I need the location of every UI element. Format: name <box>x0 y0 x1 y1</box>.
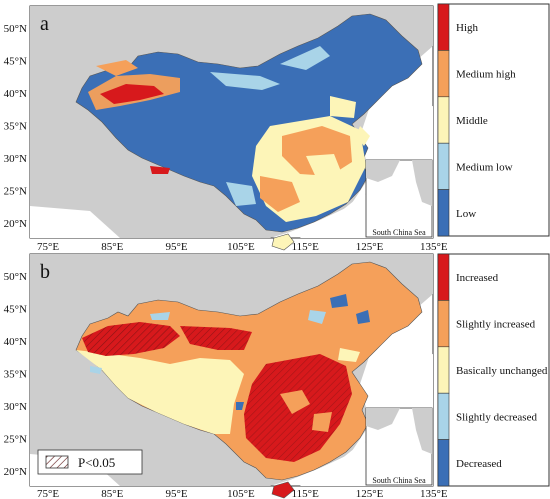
panel-a: South China Sea a 50°N 45°N 40°N 35°N 30°N 25… <box>4 5 434 251</box>
lat-tick-label: 45°N <box>4 56 27 68</box>
lat-tick-label: 30°N <box>4 153 27 165</box>
lon-tick-label: 115°E <box>292 488 319 499</box>
legend-swatch <box>437 392 450 440</box>
lon-tick-label: 85°E <box>101 488 123 499</box>
lon-labels-a: 75°E 85°E 95°E 105°E 115°E 125°E 135°E <box>37 241 448 253</box>
class-patches <box>76 294 370 462</box>
lon-labels-b: 75°E 85°E 95°E 105°E 115°E 125°E 135°E <box>37 488 448 499</box>
legend-a: High Medium high Middle Medium low Low <box>437 3 550 237</box>
legend-label: Medium low <box>456 161 513 173</box>
legend-frame <box>437 3 550 237</box>
legend-swatch <box>437 96 450 144</box>
legend-swatch <box>437 3 450 51</box>
legend-swatch <box>437 253 450 301</box>
lat-tick-label: 50°N <box>4 271 27 283</box>
inset-label: South China Sea <box>372 228 426 237</box>
inset-label: South China Sea <box>372 476 426 485</box>
lat-tick-label: 40°N <box>4 88 27 100</box>
legend-label: Slightly decreased <box>456 411 537 423</box>
legend-label: Low <box>456 208 476 220</box>
legend-label: High <box>456 22 479 34</box>
lon-tick-label: 115°E <box>292 241 319 253</box>
lat-tick-label: 30°N <box>4 401 27 413</box>
lat-tick-label: 50°N <box>4 23 27 35</box>
lon-tick-label: 125°E <box>356 241 384 253</box>
hatch-swatch <box>45 455 69 469</box>
lon-tick-label: 95°E <box>166 241 188 253</box>
legend-swatch <box>437 50 450 98</box>
hatch-label: P<0.05 <box>78 455 115 470</box>
lat-tick-label: 40°N <box>4 336 27 348</box>
lat-tick-label: 45°N <box>4 304 27 316</box>
legend-swatch <box>437 142 450 190</box>
lat-tick-label: 35°N <box>4 369 27 381</box>
south-china-sea-inset: South China Sea <box>365 407 433 486</box>
lon-tick-label: 135°E <box>420 241 448 253</box>
lat-labels: 50°N 45°N 40°N 35°N 30°N 25°N 20°N <box>4 23 27 230</box>
lon-tick-label: 135°E <box>420 488 448 499</box>
lat-tick-label: 25°N <box>4 434 27 446</box>
legend-label: Medium high <box>456 69 516 81</box>
legend-label: Decreased <box>456 458 502 470</box>
panel-letter: b <box>40 261 50 283</box>
legend-label: Basically unchanged <box>456 365 548 377</box>
legend-swatch <box>437 189 450 237</box>
panel-b: South China Sea P<0.05 b 50°N 45°N 40°N 35°… <box>4 253 434 499</box>
panel-letter: a <box>40 13 49 35</box>
south-china-sea-inset: South China Sea <box>365 159 433 238</box>
lon-tick-label: 95°E <box>166 488 188 499</box>
significance-legend: P<0.05 <box>37 449 143 475</box>
lon-tick-label: 125°E <box>356 488 384 499</box>
legend-swatch <box>437 439 450 487</box>
lat-labels: 50°N 45°N 40°N 35°N 30°N 25°N 20°N <box>4 271 27 478</box>
lat-tick-label: 20°N <box>4 218 27 230</box>
lon-tick-label: 85°E <box>101 241 123 253</box>
legend-label: Slightly increased <box>456 319 536 331</box>
lon-tick-label: 75°E <box>37 488 59 499</box>
legend-frame <box>437 253 550 487</box>
lon-tick-label: 75°E <box>37 241 59 253</box>
class-patches <box>88 46 370 222</box>
lat-tick-label: 25°N <box>4 186 27 198</box>
legend-swatch <box>437 346 450 394</box>
lat-tick-label: 20°N <box>4 466 27 478</box>
lon-tick-label: 105°E <box>227 241 255 253</box>
lon-tick-label: 105°E <box>227 488 255 499</box>
legend-b: Increased Slightly increased Basically unc… <box>437 253 550 487</box>
legend-label: Middle <box>456 115 488 127</box>
legend-swatch <box>437 300 450 348</box>
legend-label: Increased <box>456 272 499 284</box>
lat-tick-label: 35°N <box>4 121 27 133</box>
